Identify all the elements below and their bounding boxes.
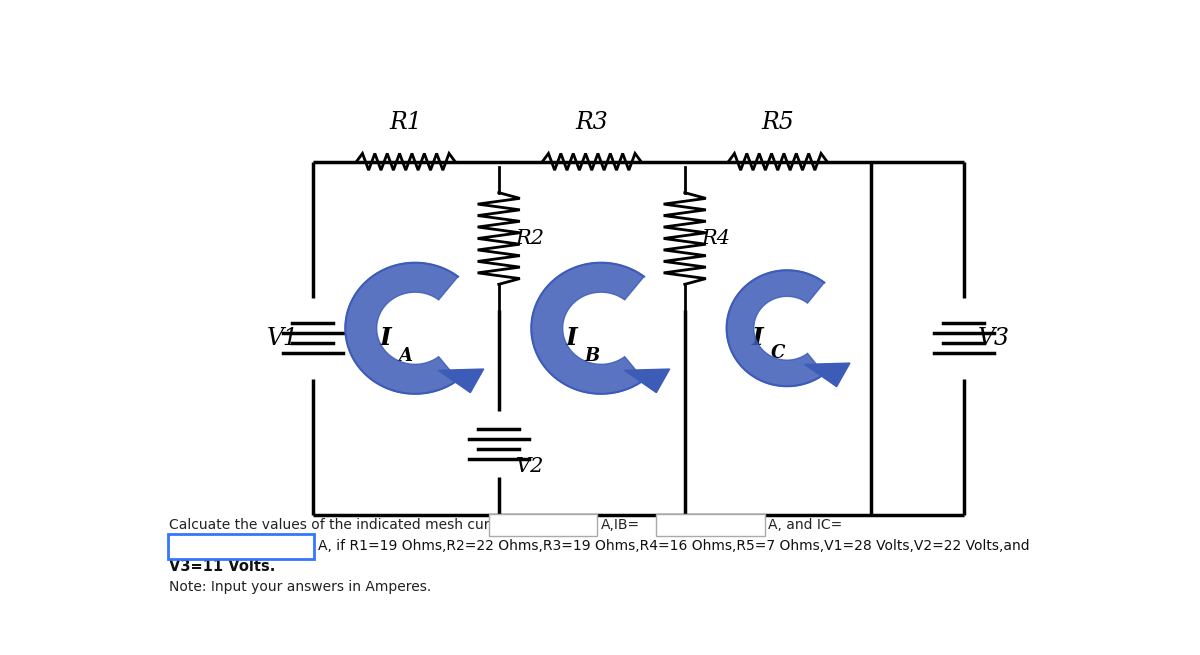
Text: I: I	[380, 326, 391, 350]
Polygon shape	[346, 263, 458, 394]
Text: B: B	[584, 347, 599, 365]
FancyBboxPatch shape	[488, 514, 598, 536]
Text: A, if R1=19 Ohms,R2=22 Ohms,R3=19 Ohms,R4=16 Ohms,R5=7 Ohms,V1=28 Volts,V2=22 Vo: A, if R1=19 Ohms,R2=22 Ohms,R3=19 Ohms,R…	[318, 539, 1030, 553]
Polygon shape	[624, 369, 670, 392]
Text: Note: Input your answers in Amperes.: Note: Input your answers in Amperes.	[168, 580, 431, 595]
Text: I: I	[752, 326, 764, 350]
Text: R4: R4	[702, 229, 731, 248]
Text: R3: R3	[575, 111, 608, 134]
Text: R5: R5	[761, 111, 794, 134]
Polygon shape	[438, 369, 484, 392]
FancyBboxPatch shape	[656, 514, 764, 536]
Text: V3=11 Volts.: V3=11 Volts.	[168, 559, 275, 574]
Text: V3: V3	[978, 327, 1009, 350]
Text: A, and IC=: A, and IC=	[768, 518, 842, 532]
Text: I: I	[566, 326, 578, 350]
Polygon shape	[804, 363, 850, 386]
Text: A,IB=: A,IB=	[601, 518, 640, 532]
Text: Calcuate the values of the indicated mesh currents IA=: Calcuate the values of the indicated mes…	[168, 518, 553, 532]
Text: A: A	[398, 347, 413, 365]
Text: C: C	[770, 345, 785, 362]
Text: R2: R2	[516, 229, 545, 248]
FancyBboxPatch shape	[168, 534, 313, 559]
Polygon shape	[532, 263, 644, 394]
Polygon shape	[727, 271, 824, 386]
Text: V2: V2	[516, 457, 544, 476]
Text: R1: R1	[389, 111, 422, 134]
Text: V1: V1	[266, 327, 299, 350]
